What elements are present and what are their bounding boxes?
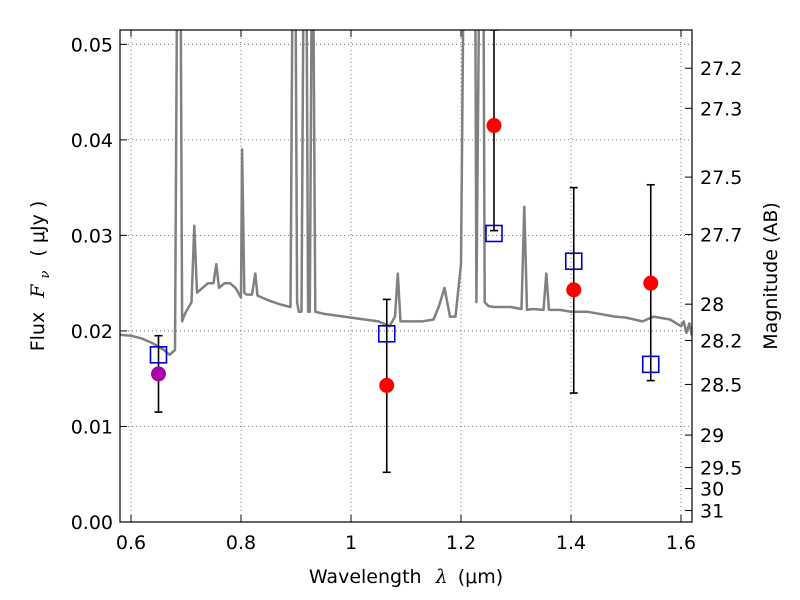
y-axis-label-symbol: F <box>27 284 49 299</box>
y-tick-label: 0.02 <box>71 321 113 343</box>
x-tick-label: 1.6 <box>666 532 696 554</box>
y2-tick-label: 31 <box>700 501 724 523</box>
y2-tick-label: 27.2 <box>700 58 742 80</box>
plot-frame <box>119 29 693 523</box>
observed-point <box>486 118 502 134</box>
observed-point <box>643 275 659 291</box>
y2-tick-label: 29.5 <box>700 458 742 480</box>
x-axis-label: Wavelength λ (μm) <box>309 566 503 588</box>
y-tick-label: 0.04 <box>71 130 113 152</box>
y2-tick-label: 28.5 <box>700 374 742 396</box>
y2-axis-label: Magnitude (AB) <box>760 202 782 350</box>
axis-ticks: 0.6 0.8 1 1.2 1.4 1.6 0.00 0.01 0.02 0.03 0.04 0.05… <box>71 30 742 554</box>
y2-tick-label: 28 <box>700 294 724 316</box>
y2-tick-label: 27.3 <box>700 98 742 120</box>
grid-lines <box>120 30 692 523</box>
x-axis-label-unit: (μm) <box>458 566 503 588</box>
y-axis-label: Flux F ν ( μJy ) <box>27 201 54 352</box>
observed-points <box>151 118 659 393</box>
observed-point <box>566 282 582 298</box>
y-axis-label-main: Flux <box>27 312 49 352</box>
x-axis-label-main: Wavelength <box>309 566 422 588</box>
observed-point <box>379 377 395 393</box>
model-band-square <box>377 324 396 343</box>
model-band-square <box>641 355 660 374</box>
y2-tick-label: 28.2 <box>700 330 742 352</box>
errorbars <box>154 30 655 474</box>
y-axis-label-unit: ( μJy ) <box>27 201 49 257</box>
model-band-square <box>149 346 168 364</box>
y-tick-label: 0.00 <box>71 512 113 534</box>
y2-tick-label: 29 <box>700 425 724 447</box>
y-axis-label-sub: ν <box>38 271 53 279</box>
y-tick-label: 0.01 <box>71 416 113 438</box>
model-band-square <box>564 252 583 270</box>
x-tick-label: 1 <box>345 532 357 554</box>
observed-point <box>151 366 166 382</box>
x-tick-label: 1.2 <box>446 532 476 554</box>
y2-tick-label: 30 <box>700 479 724 501</box>
x-tick-label: 1.4 <box>556 532 586 554</box>
y2-tick-label: 27.5 <box>700 167 742 189</box>
x-tick-label: 0.6 <box>116 532 146 554</box>
model-band-square <box>485 224 503 243</box>
model-band-squares <box>149 224 660 374</box>
model-spectrum-line <box>120 30 692 357</box>
y2-tick-label: 27.7 <box>700 224 742 246</box>
y-tick-label: 0.05 <box>71 34 113 56</box>
y-tick-label: 0.03 <box>71 225 113 247</box>
x-axis-label-lambda: λ <box>435 566 448 588</box>
x-tick-label: 0.8 <box>226 532 256 554</box>
